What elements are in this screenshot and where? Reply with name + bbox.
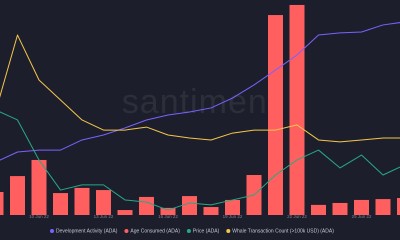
bar (53, 193, 68, 215)
x-tick-label: 22 Jun 22 (287, 214, 307, 219)
legend-swatch (186, 229, 191, 233)
legend-swatch (124, 229, 129, 233)
bar (332, 202, 348, 215)
bar (31, 159, 47, 215)
bar (74, 187, 90, 215)
legend-label: Whale Transaction Count (>100k USD) (ADA… (232, 228, 334, 234)
bar (375, 199, 391, 215)
legend-label: Age Consumed (ADA) (130, 228, 180, 234)
legend-label: Development Activity (ADA) (56, 228, 118, 234)
bar (397, 198, 400, 215)
line (0, 22, 400, 161)
legend-swatch (226, 229, 231, 233)
x-tick-label: 10 Jun 22 (29, 214, 49, 219)
x-tick-label: 25 Jun 22 (352, 214, 372, 219)
bar (289, 4, 305, 215)
bar (96, 190, 111, 215)
x-tick-label: 19 Jun 22 (223, 214, 243, 219)
x-tick-label: 16 Jun 22 (158, 214, 178, 219)
bar (10, 176, 25, 215)
bar (182, 196, 197, 215)
bar (354, 199, 369, 215)
bar (268, 15, 283, 215)
line (0, 34, 400, 143)
bar (0, 191, 4, 215)
bar (117, 210, 133, 215)
bar (139, 196, 154, 215)
legend-swatch (50, 229, 54, 233)
bar (311, 204, 326, 215)
watermark: santiment (122, 83, 278, 121)
legend-label: Price (ADA) (193, 228, 220, 234)
line (0, 111, 400, 211)
x-tick-label: 13 Jun 22 (94, 214, 114, 219)
bar (160, 207, 176, 215)
bar (225, 199, 240, 215)
bar (203, 207, 219, 215)
